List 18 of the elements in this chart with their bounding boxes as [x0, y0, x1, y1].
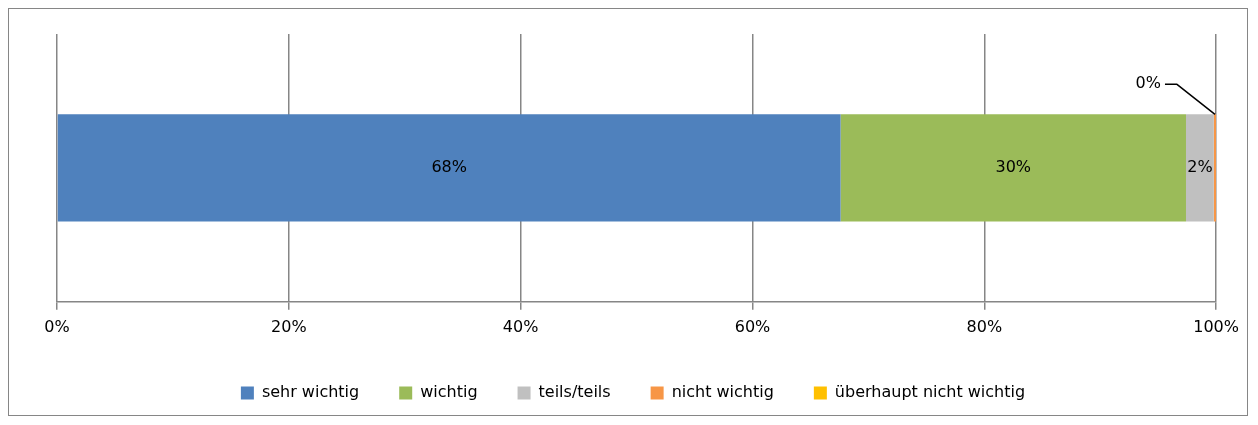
bar [840, 114, 1186, 222]
x-tick-label: 0% [44, 316, 70, 336]
data-label: 30% [995, 157, 1032, 177]
data-label: 68% [431, 157, 467, 177]
bar [57, 114, 841, 222]
x-tick-label: 40% [502, 316, 539, 336]
x-tick-label: 60% [734, 316, 771, 336]
legend-label: sehr wichtig [261, 382, 360, 402]
legend-label: teils/teils [538, 382, 611, 402]
legend-label: überhaupt nicht wichtig [834, 382, 1026, 402]
legend-label: wichtig [420, 382, 478, 402]
bar [1185, 114, 1214, 222]
x-tick-label: 20% [271, 316, 307, 336]
data-label: 2% [1187, 157, 1213, 177]
x-tick-label: 100% [1193, 316, 1239, 336]
data-label: 0% [1135, 73, 1161, 93]
x-tick-label: 80% [966, 316, 1003, 336]
legend-label: nicht wichtig [671, 382, 774, 402]
